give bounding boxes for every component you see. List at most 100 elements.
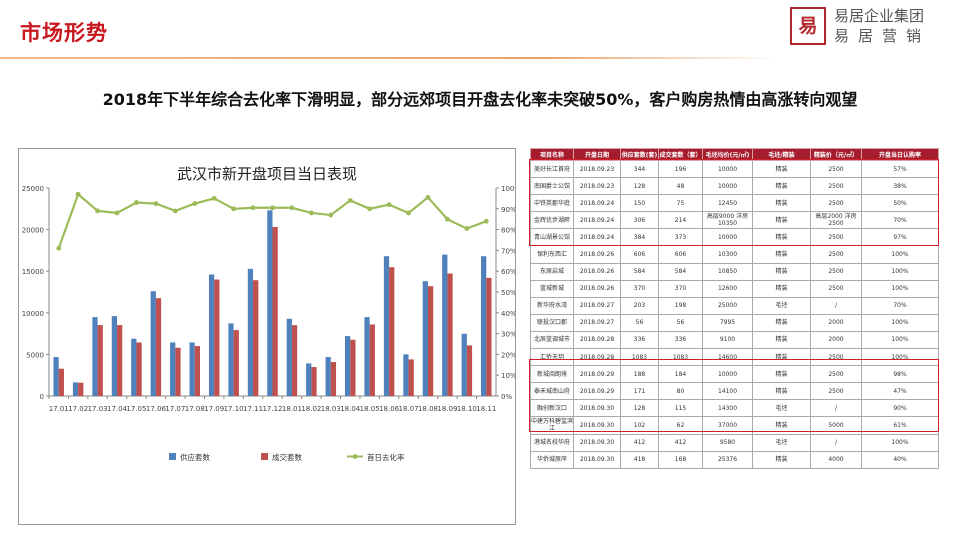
- table-cell: 精装: [752, 159, 811, 179]
- x-tick-label: 17.01: [49, 405, 69, 413]
- table-cell: 精装: [752, 262, 811, 281]
- table-cell: 10850: [702, 262, 753, 281]
- rate-point: [483, 218, 489, 224]
- deal-bar: [117, 325, 123, 396]
- x-tick-label: 18.06: [379, 405, 400, 413]
- rate-point: [308, 210, 314, 216]
- logo-seal-icon: 易: [790, 7, 826, 45]
- deal-bar: [233, 330, 239, 396]
- table-cell: 373: [658, 228, 703, 247]
- table-cell: 2018.09.28: [573, 348, 621, 367]
- supply-bar: [325, 357, 331, 396]
- y2-tick-label: 100%: [501, 185, 515, 193]
- table-cell: 中铁英郡华庭: [530, 194, 574, 213]
- x-tick-label: 17.10: [224, 405, 244, 413]
- table-row: 南国爵士公馆 2018.09.23 128 48 10000 精装 2500 38%: [530, 177, 939, 196]
- x-tick-label: 18.01: [282, 405, 302, 413]
- table-cell: 2500: [810, 262, 862, 281]
- rate-point: [56, 245, 62, 251]
- table-cell: 100%: [861, 313, 939, 332]
- table-cell: 61%: [861, 416, 939, 435]
- table-cell: 62: [658, 416, 703, 435]
- x-tick-label: 17.04: [107, 405, 128, 413]
- table-cell: 115: [658, 399, 703, 418]
- table-cell: 10000: [702, 177, 753, 196]
- table-cell: 2018.09.24: [573, 228, 621, 247]
- x-tick-label: 18.03: [321, 405, 341, 413]
- table-cell: 毛坯: [752, 399, 811, 418]
- table-cell: 56: [620, 313, 659, 332]
- table-cell: 2018.09.23: [573, 159, 621, 179]
- table-cell: 70%: [861, 296, 939, 315]
- table-cell: 2500: [810, 245, 862, 264]
- supply-bar: [286, 318, 292, 396]
- table-cell: 14600: [702, 348, 753, 367]
- table-cell: 青山湖景公馆: [530, 228, 574, 247]
- rate-point: [134, 200, 139, 205]
- chart-container: 武汉市新开盘项目当日表现 0 5000 10000 15000 20000 25000 0%…: [18, 148, 516, 525]
- supply-bar: [422, 281, 428, 396]
- supply-bar: [267, 210, 273, 396]
- table-cell: 4000: [810, 450, 862, 469]
- table-cell: 25376: [702, 450, 753, 469]
- table-cell: 100%: [861, 348, 939, 367]
- x-tick-label: 17.05: [126, 405, 146, 413]
- y2-tick-label: 70%: [501, 247, 515, 255]
- supply-bar: [72, 382, 79, 396]
- table-cell: 412: [658, 433, 703, 452]
- column-header: 供应套数(套): [620, 148, 659, 161]
- table-cell: 精装: [752, 365, 811, 384]
- supply-bar: [383, 256, 390, 396]
- deal-bar: [311, 367, 317, 396]
- legend-label: 首日去化率: [367, 452, 405, 462]
- table-cell: 47%: [861, 382, 939, 401]
- table-cell: 97%: [861, 228, 939, 247]
- supply-bar: [208, 274, 215, 396]
- project-table: 项目名称 开盘日期 供应套数(套) 成交套数（套） 毛坯均价(元/㎡) 毛坯/精装 精装价（…: [530, 148, 939, 469]
- deal-bar: [330, 362, 337, 396]
- table-cell: 70%: [861, 211, 939, 230]
- table-row: 联投汉口郡 2018.09.27 56 56 7995 精装 2000 100%: [530, 313, 939, 332]
- table-cell: 2500: [810, 348, 862, 367]
- table-cell: 2000: [810, 330, 862, 350]
- table-cell: 2500: [810, 159, 862, 179]
- table-row: 汇侨天玥 2018.09.28 1083 1083 14600 精装 2500 100%: [530, 348, 939, 367]
- table-cell: 584: [620, 262, 659, 281]
- table-row: 融创新汉口 2018.09.30 128 115 14300 毛坯/90%: [530, 399, 939, 418]
- rate-point: [386, 202, 392, 208]
- y2-tick-label: 20%: [501, 351, 515, 359]
- table-cell: 2000: [810, 313, 862, 332]
- table-cell: 蓝城新城: [530, 279, 574, 298]
- table-cell: 新城阅朗境: [530, 365, 574, 384]
- supply-bar: [92, 317, 98, 396]
- chart-title: 武汉市新开盘项目当日表现: [177, 165, 357, 183]
- deal-bar: [291, 325, 298, 396]
- deal-bar: [97, 325, 103, 396]
- table-cell: 100%: [861, 245, 939, 264]
- y2-tick-label: 80%: [501, 227, 515, 235]
- table-cell: 48: [658, 177, 703, 196]
- deal-bar: [175, 347, 181, 396]
- table-cell: 2018.09.26: [573, 262, 621, 281]
- deal-bar: [389, 267, 395, 396]
- table-cell: 75: [658, 194, 703, 213]
- table-cell: 精装: [752, 211, 811, 230]
- table-cell: 9580: [702, 433, 753, 452]
- x-tick-label: 18.08: [418, 405, 438, 413]
- table-cell: 2018.09.24: [573, 211, 621, 230]
- table-cell: 584: [658, 262, 703, 281]
- rate-point: [153, 201, 159, 206]
- table-cell: 198: [658, 296, 703, 315]
- y2-tick-label: 10%: [501, 372, 515, 380]
- table-cell: 2018.09.24: [573, 194, 621, 213]
- table-cell: 344: [620, 159, 659, 179]
- table-cell: 精装: [752, 228, 811, 247]
- deal-bar: [58, 368, 64, 396]
- table-cell: 港城名校华府: [530, 433, 574, 452]
- supply-bar: [111, 316, 118, 396]
- supply-bar: [306, 363, 312, 396]
- deal-bar: [408, 359, 414, 396]
- table-cell: 美好长江首府: [530, 159, 574, 179]
- table-cell: 2018.09.26: [573, 245, 621, 264]
- table-cell: 2500: [810, 365, 862, 384]
